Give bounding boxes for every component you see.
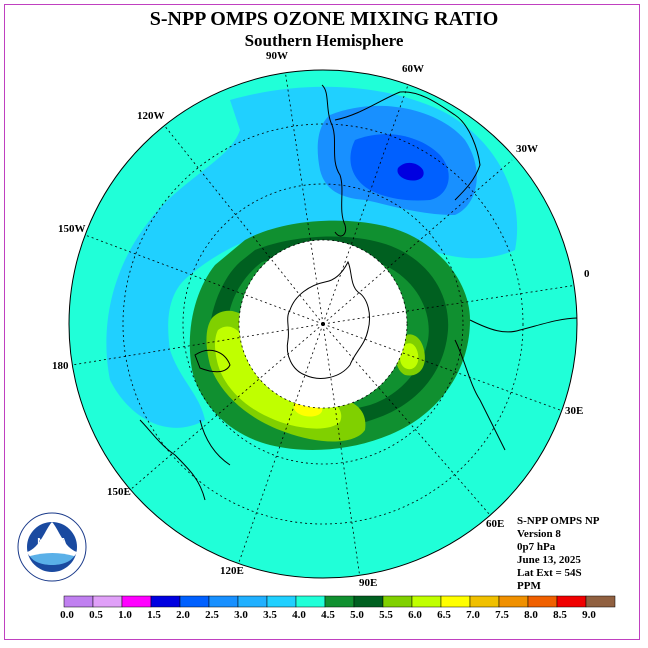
south-pole-marker bbox=[321, 322, 325, 326]
lon-label-30e: 30E bbox=[565, 405, 584, 417]
info-units: PPM bbox=[517, 580, 541, 592]
lon-label-120e: 120E bbox=[220, 565, 244, 577]
colorbar-swatch-13 bbox=[440, 595, 471, 608]
colorbar-swatch-8 bbox=[295, 595, 326, 608]
colorbar-swatch-5 bbox=[208, 595, 239, 608]
colorbar-tick-label: 7.0 bbox=[466, 609, 480, 621]
noaa-logo-text: NOAA bbox=[37, 537, 66, 548]
colorbar-swatch-11 bbox=[382, 595, 413, 608]
colorbar-swatch-17 bbox=[556, 595, 587, 608]
colorbar-tick-label: 0.5 bbox=[89, 609, 103, 621]
lon-label-180: 180 bbox=[52, 360, 69, 372]
lon-label-60e: 60E bbox=[486, 518, 505, 530]
lon-label-30w: 30W bbox=[516, 143, 538, 155]
colorbar-tick-label: 8.0 bbox=[524, 609, 538, 621]
colorbar-swatch-10 bbox=[353, 595, 384, 608]
lon-label-60w: 60W bbox=[402, 63, 424, 75]
colorbar-tick-label: 6.0 bbox=[408, 609, 422, 621]
colorbar-tick-label: 0.0 bbox=[60, 609, 74, 621]
colorbar-tick-label: 7.5 bbox=[495, 609, 509, 621]
colorbar-tick-label: 1.5 bbox=[147, 609, 161, 621]
colorbar-swatch-3 bbox=[150, 595, 181, 608]
colorbar-tick-label: 4.0 bbox=[292, 609, 306, 621]
lon-label-120w: 120W bbox=[137, 110, 165, 122]
colorbar-swatch-14 bbox=[469, 595, 500, 608]
colorbar-tick-label: 1.0 bbox=[118, 609, 132, 621]
lon-label-90e: 90E bbox=[359, 577, 378, 589]
colorbar-tick-label: 3.0 bbox=[234, 609, 248, 621]
map-boundary bbox=[68, 69, 578, 579]
colorbar-swatch-1 bbox=[92, 595, 123, 608]
lon-label-0: 0 bbox=[584, 268, 590, 280]
colorbar-swatch-18 bbox=[585, 595, 616, 608]
colorbar-swatch-9 bbox=[324, 595, 355, 608]
info-pressure-level: 0p7 hPa bbox=[517, 541, 556, 553]
info-lat-extent: Lat Ext = 54S bbox=[517, 567, 582, 579]
image-frame bbox=[4, 4, 640, 640]
ozone-contour-2.0 bbox=[397, 162, 424, 181]
colorbar-swatch-12 bbox=[411, 595, 442, 608]
info-instrument: S-NPP OMPS NP bbox=[517, 515, 600, 527]
colorbar-swatch-2 bbox=[121, 595, 152, 608]
colorbar-tick-label: 5.5 bbox=[379, 609, 393, 621]
colorbar-tick-label: 8.5 bbox=[553, 609, 567, 621]
colorbar-swatch-16 bbox=[527, 595, 558, 608]
colorbar-tick-label: 6.5 bbox=[437, 609, 451, 621]
product-info: S-NPP OMPS NP Version 8 0p7 hPa June 13,… bbox=[517, 515, 600, 593]
colorbar-tick-label: 2.5 bbox=[205, 609, 219, 621]
info-version: Version 8 bbox=[517, 528, 561, 540]
lon-label-150e: 150E bbox=[107, 486, 131, 498]
lon-label-150w: 150W bbox=[58, 223, 86, 235]
colorbar-tick-label: 5.0 bbox=[350, 609, 364, 621]
noaa-logo: NOAA bbox=[17, 512, 87, 582]
map-subtitle: Southern Hemisphere bbox=[244, 31, 404, 50]
colorbar-tick-label: 9.0 bbox=[582, 609, 596, 621]
colorbar-swatch-4 bbox=[179, 595, 210, 608]
map-title: S-NPP OMPS OZONE MIXING RATIO bbox=[149, 8, 499, 30]
colorbar-tick-label: 3.5 bbox=[263, 609, 277, 621]
colorbar-swatch-7 bbox=[266, 595, 297, 608]
ozone-contour-east-6.0 bbox=[400, 343, 419, 370]
colorbar-swatch-0 bbox=[63, 595, 94, 608]
lon-label-90w: 90W bbox=[266, 50, 288, 62]
colorbar-swatch-6 bbox=[237, 595, 268, 608]
colorbar-tick-label: 2.0 bbox=[176, 609, 190, 621]
info-date: June 13, 2025 bbox=[517, 554, 581, 566]
colorbar-swatch-15 bbox=[498, 595, 529, 608]
graticule bbox=[71, 70, 577, 578]
coastlines bbox=[139, 84, 577, 501]
colorbar-tick-label: 4.5 bbox=[321, 609, 335, 621]
